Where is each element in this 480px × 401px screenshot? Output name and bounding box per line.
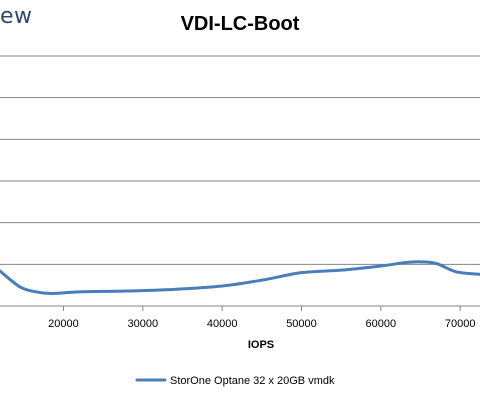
series-group	[0, 260, 480, 295]
gridlines	[0, 55, 480, 265]
legend: StorOne Optane 32 x 20GB vmdk	[135, 375, 335, 387]
x-tick-label: 40000	[207, 318, 238, 330]
brand-logo-text: ew	[0, 4, 33, 29]
x-tick-label: 30000	[128, 318, 159, 330]
x-tick-label: 20000	[48, 318, 79, 330]
legend-label: StorOne Optane 32 x 20GB vmdk	[170, 375, 335, 387]
x-tick-label: 50000	[286, 318, 317, 330]
chart-title: VDI-LC-Boot	[180, 13, 300, 35]
series-line	[0, 260, 480, 295]
x-tick-label: 60000	[366, 318, 397, 330]
x-tick-label: 70000	[445, 318, 476, 330]
x-axis-title: IOPS	[248, 339, 274, 351]
x-tick-labels: 20000 30000 40000 50000 60000 70000	[48, 306, 475, 330]
